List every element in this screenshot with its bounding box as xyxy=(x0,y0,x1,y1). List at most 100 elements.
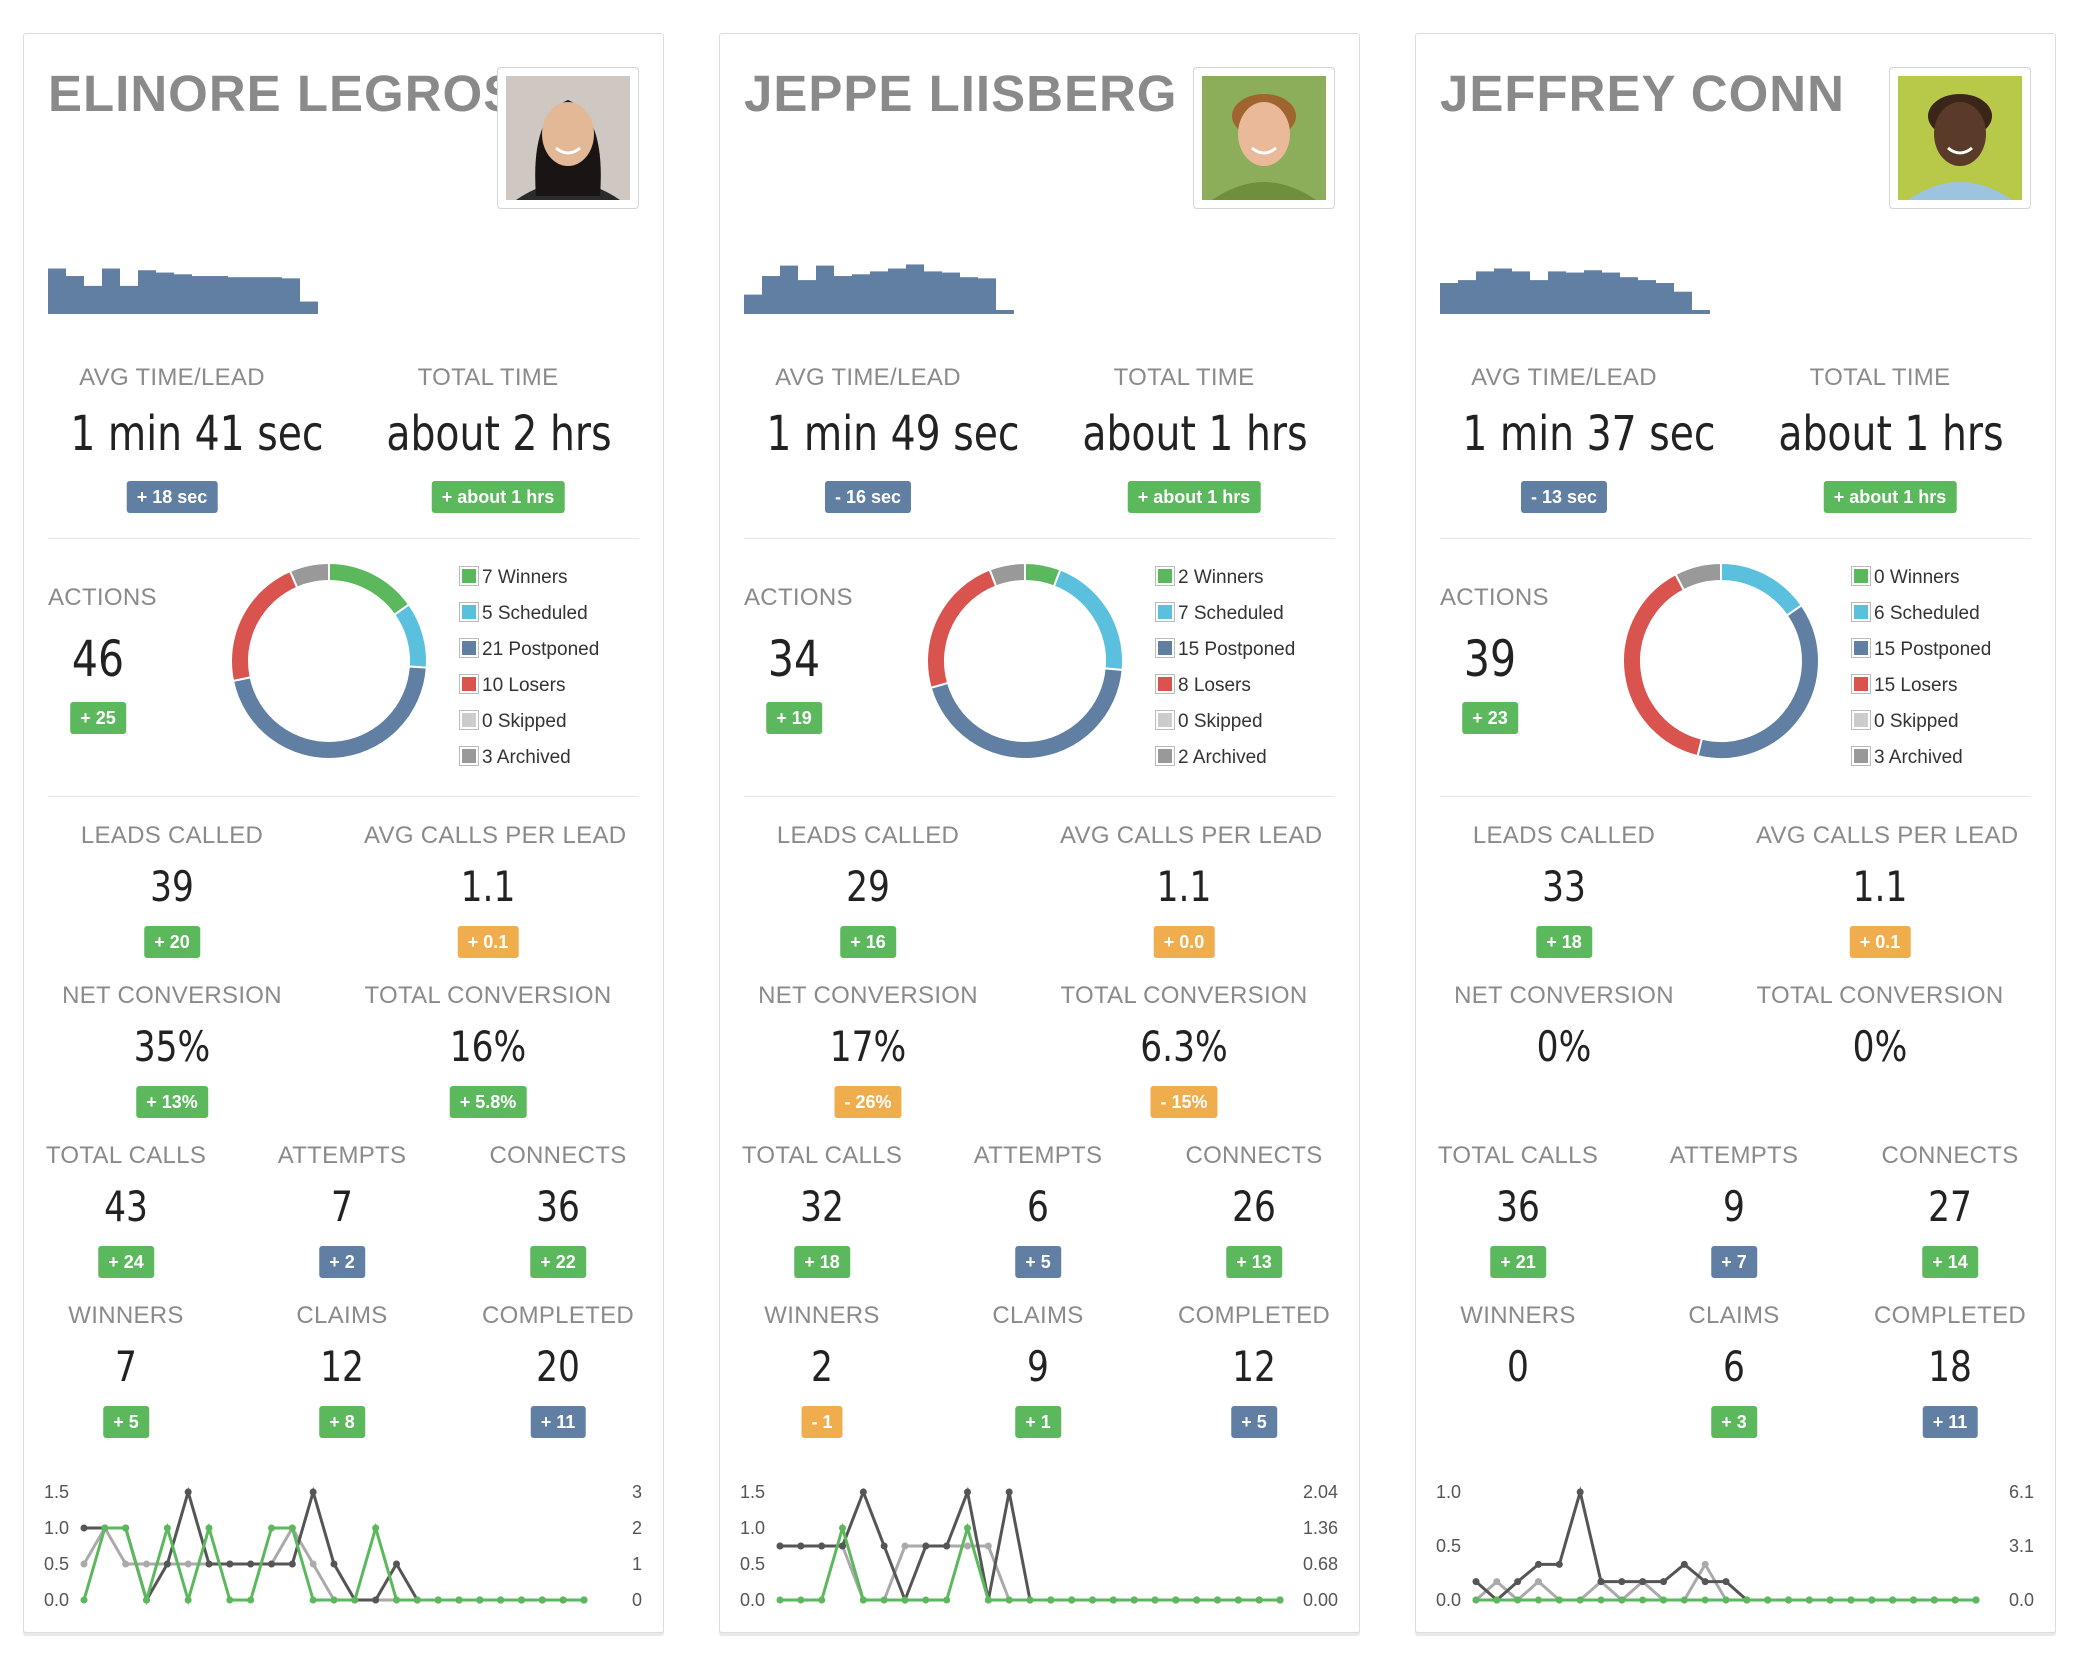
legend-label: 21 Postponed xyxy=(482,639,600,660)
avatar-smile xyxy=(1251,146,1277,155)
avatar xyxy=(497,67,639,209)
net-conversion-label: NET CONVERSION xyxy=(62,982,282,1009)
chart-point xyxy=(122,1560,130,1568)
claims-label: CLAIMS xyxy=(1688,1302,1780,1329)
sparkline-bar xyxy=(1494,268,1512,312)
right-axis-tick: 0 xyxy=(632,1590,642,1610)
agent-card: ELINORE LEGROS AVG TIME/LEAD 1 min 41 se… xyxy=(23,33,664,1633)
claims-label: CLAIMS xyxy=(296,1302,388,1329)
leads-called-label: LEADS CALLED xyxy=(776,822,960,849)
donut-slice-scheduled xyxy=(1720,561,1804,617)
legend-item-archived: 2 Archived xyxy=(1155,745,1267,775)
chart-series-line xyxy=(84,1486,584,1604)
chart-point xyxy=(859,1596,867,1604)
chart-point xyxy=(559,1596,567,1604)
chart-point xyxy=(1764,1596,1772,1604)
chart-point xyxy=(1555,1596,1563,1604)
completed-delta: + 5 xyxy=(1231,1406,1277,1438)
actions-delta: + 19 xyxy=(766,702,822,734)
sparkline-bar xyxy=(282,278,300,312)
divider xyxy=(48,796,639,797)
chart-point xyxy=(1255,1596,1263,1604)
sparkline-bar xyxy=(228,277,246,312)
left-axis-tick: 0.0 xyxy=(1436,1590,1461,1610)
chart-point xyxy=(1535,1578,1542,1586)
agent-name: ELINORE LEGROS xyxy=(48,65,519,122)
chart-point xyxy=(818,1596,826,1604)
total-time-value: about 1 hrs xyxy=(1082,406,1308,462)
chart-point xyxy=(1068,1596,1076,1604)
legend-label: 15 Postponed xyxy=(1874,639,1992,660)
total-conversion-value: 16% xyxy=(449,1022,527,1071)
attempts-delta: + 5 xyxy=(1015,1246,1061,1278)
legend-item-archived: 3 Archived xyxy=(459,745,571,775)
divider xyxy=(1440,796,2031,797)
actions-delta: + 25 xyxy=(70,702,126,734)
sparkline-bar xyxy=(924,271,942,312)
chart-point xyxy=(80,1596,88,1604)
legend-label: 7 Scheduled xyxy=(1178,603,1284,624)
leads-called-delta: + 18 xyxy=(1536,926,1592,958)
chart-point xyxy=(372,1596,380,1604)
donut-slice-scheduled xyxy=(392,603,428,669)
chart-point xyxy=(1910,1596,1917,1604)
winners-delta: + 5 xyxy=(103,1406,149,1438)
sparkline-bar xyxy=(1584,270,1602,312)
legend-label: 2 Winners xyxy=(1178,567,1264,588)
avg-calls-value: 1.1 xyxy=(1852,862,1908,911)
chart-point xyxy=(288,1524,296,1532)
winners-label: WINNERS xyxy=(68,1302,184,1329)
legend-label: 15 Losers xyxy=(1874,675,1958,696)
chart-point xyxy=(226,1560,234,1568)
chart-point xyxy=(1005,1596,1013,1604)
chart-point xyxy=(880,1542,888,1550)
chart-point xyxy=(1514,1578,1522,1586)
sparkline-bar xyxy=(870,271,888,312)
chart-point xyxy=(1972,1596,1980,1604)
donut-slice-losers xyxy=(1622,572,1704,758)
chart-point xyxy=(122,1524,130,1532)
total-time-label: TOTAL TIME xyxy=(417,364,559,391)
activity-sparkline xyxy=(1440,268,1710,314)
chart-point xyxy=(393,1560,400,1568)
chart-point xyxy=(1680,1560,1688,1568)
chart-point xyxy=(1130,1596,1138,1604)
chart-point xyxy=(205,1524,213,1532)
avatar-face xyxy=(1934,102,1986,166)
chart-point xyxy=(580,1596,588,1604)
actions-label: ACTIONS xyxy=(1440,584,1549,611)
chart-point xyxy=(351,1596,359,1604)
legend-item-skipped: 0 Skipped xyxy=(1155,709,1263,739)
right-axis-tick: 0.0 xyxy=(2009,1590,2034,1610)
chart-point xyxy=(797,1596,805,1604)
right-axis-tick: 1 xyxy=(632,1554,642,1574)
total-time-label: TOTAL TIME xyxy=(1809,364,1951,391)
actions-donut-chart xyxy=(926,561,1124,760)
chart-point xyxy=(101,1524,109,1532)
chart-point xyxy=(1597,1596,1605,1604)
sparkline-bar xyxy=(816,265,834,312)
right-axis-tick: 2.04 xyxy=(1303,1482,1338,1502)
chart-point xyxy=(1785,1596,1792,1604)
sparkline-bar xyxy=(246,277,264,312)
chart-point xyxy=(497,1596,505,1604)
chart-point xyxy=(1618,1578,1626,1586)
chart-point xyxy=(1701,1560,1709,1568)
legend-item-winners: 2 Winners xyxy=(1155,565,1264,595)
total-time-value: about 2 hrs xyxy=(386,406,612,462)
left-axis-tick: 0.5 xyxy=(740,1554,765,1574)
left-axis-tick: 1.0 xyxy=(740,1518,765,1538)
right-axis-tick: 2 xyxy=(632,1518,642,1538)
legend-item-losers: 8 Losers xyxy=(1155,673,1251,703)
leads-called-value: 39 xyxy=(150,862,194,911)
sparkline-bar xyxy=(48,268,66,312)
donut-slice-losers xyxy=(926,568,998,690)
sparkline-bar xyxy=(762,276,780,312)
avg-calls-delta: + 0.1 xyxy=(1849,926,1911,958)
chart-point xyxy=(964,1488,971,1496)
legend-swatch xyxy=(1155,745,1175,766)
calls-line-chart: 1.0 0.5 0.0 6.1 3.1 0.0 xyxy=(1436,1482,2034,1610)
chart-point xyxy=(1868,1596,1876,1604)
actions-delta: + 23 xyxy=(1462,702,1518,734)
sparkline-bar xyxy=(120,285,138,312)
